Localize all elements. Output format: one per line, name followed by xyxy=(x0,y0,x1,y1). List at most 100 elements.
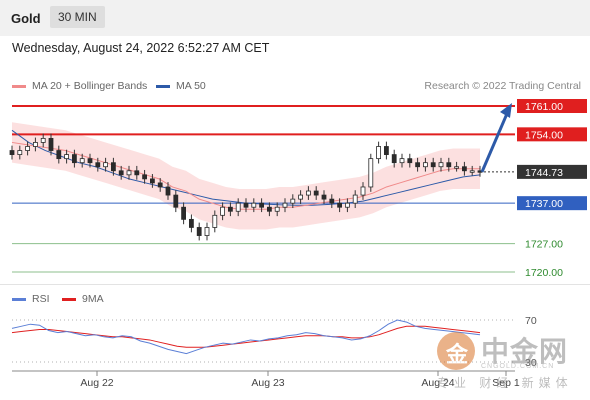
candle-body xyxy=(196,227,202,236)
candle-body xyxy=(290,198,296,204)
candle-body xyxy=(149,178,155,184)
x-tick-label-3: Sep 1 xyxy=(492,377,520,389)
candle-body xyxy=(33,142,38,147)
candle-body xyxy=(40,137,46,143)
candle-body xyxy=(376,146,382,160)
candle-body xyxy=(25,146,31,151)
legend-bollinger-swatch xyxy=(12,84,26,88)
research-credit: Research © 2022 Trading Central xyxy=(424,80,581,92)
legend-9ma-label: 9MA xyxy=(82,293,104,305)
candle-body xyxy=(383,146,389,155)
level-label-5: 1720.00 xyxy=(525,267,563,279)
rsi-scale-label-70: 70 xyxy=(525,315,537,327)
watermark-logo-icon: 金 xyxy=(437,332,475,370)
x-tick-label-1: Aug 23 xyxy=(251,377,284,389)
candle-body xyxy=(173,194,179,208)
x-tick-label-0: Aug 22 xyxy=(80,377,113,389)
panel-separator xyxy=(0,284,590,285)
forecast-arrow-shaft xyxy=(480,108,511,173)
candle-body xyxy=(368,158,374,188)
candle-body xyxy=(446,162,452,168)
rsi-line xyxy=(11,319,481,355)
candle-body xyxy=(220,206,226,216)
candle-body xyxy=(227,206,233,212)
legend-ma50-swatch xyxy=(156,84,170,88)
candle-body xyxy=(298,194,304,200)
candle-body xyxy=(430,162,436,168)
candle-body xyxy=(72,154,77,164)
candle-body xyxy=(111,162,116,172)
legend-bollinger-label: MA 20 + Bollinger Bands xyxy=(32,80,148,92)
candle-body xyxy=(243,202,249,208)
candle-body xyxy=(204,227,210,236)
candle-body xyxy=(329,198,335,204)
level-label-1: 1754.00 xyxy=(525,129,563,141)
level-tag-1 xyxy=(517,127,587,142)
candle-body xyxy=(305,190,311,196)
candle-body xyxy=(399,158,405,164)
candle-body xyxy=(48,137,54,151)
candle-body xyxy=(64,154,69,160)
candle-body xyxy=(126,170,132,176)
candle-body xyxy=(181,206,187,220)
rsi-9ma-line xyxy=(11,325,481,348)
candle-body xyxy=(157,182,163,188)
candle-body xyxy=(259,202,265,208)
candle-body xyxy=(56,150,62,160)
bollinger-band-area xyxy=(12,122,480,230)
candle-body xyxy=(134,170,140,176)
legend-9ma-swatch xyxy=(62,297,76,301)
watermark-subtitle: 专业 财经 新媒体 xyxy=(437,376,573,390)
candle-body xyxy=(422,162,428,168)
candle-body xyxy=(266,206,272,212)
candle-body xyxy=(9,150,15,155)
level-label-0: 1761.00 xyxy=(525,101,563,113)
level-tag-0 xyxy=(517,99,587,113)
candle-body xyxy=(352,194,358,204)
forecast-arrow-head xyxy=(500,103,512,118)
level-label-4: 1727.00 xyxy=(525,239,563,251)
candle-body xyxy=(212,214,218,228)
datetime-label: Wednesday, August 24, 2022 6:52:27 AM CE… xyxy=(12,41,270,55)
candle-body xyxy=(274,206,280,212)
candle-body xyxy=(87,158,93,164)
candle-body xyxy=(79,158,85,164)
candle-body xyxy=(454,166,460,169)
candle-body xyxy=(321,194,327,200)
instrument-title: Gold xyxy=(11,11,41,26)
legend-bollinger: MA 20 + Bollinger Bands xyxy=(12,80,147,92)
legend-rsi-swatch xyxy=(12,297,26,301)
level-label-2: 1744.73 xyxy=(525,167,563,179)
watermark: 金 中金网 CNGOLD.COM.CN 专业 财经 新媒体 xyxy=(437,330,587,390)
legend-9ma: 9MA xyxy=(62,293,104,305)
candle-body xyxy=(103,162,108,168)
candle-body xyxy=(142,174,148,180)
watermark-url: CNGOLD.COM.CN xyxy=(481,363,555,370)
interval-button[interactable]: 30 MIN xyxy=(50,6,105,28)
candle-body xyxy=(438,162,444,168)
x-tick-label-2: Aug 24 xyxy=(421,377,454,389)
candle-body xyxy=(313,190,319,196)
legend-rsi-label: RSI xyxy=(32,293,50,305)
candle-body xyxy=(344,202,350,208)
rsi-scale-label-30: 30 xyxy=(525,357,537,369)
candle-body xyxy=(337,202,343,208)
legend-rsi: RSI xyxy=(12,293,50,305)
candle-body xyxy=(235,202,241,212)
candle-body xyxy=(391,154,397,164)
candle-body xyxy=(95,162,101,168)
level-label-3: 1737.00 xyxy=(525,198,563,210)
candle-body xyxy=(17,150,23,155)
legend-ma50-label: MA 50 xyxy=(176,80,206,92)
candle-body xyxy=(461,166,467,172)
candle-body xyxy=(282,202,288,208)
candle-body xyxy=(165,186,171,196)
level-tag-3 xyxy=(517,196,587,211)
candle-body xyxy=(415,162,421,168)
watermark-title: 中金网 xyxy=(481,336,569,367)
candle-body xyxy=(469,170,475,173)
candle-body xyxy=(360,186,366,196)
candle-body xyxy=(407,158,413,164)
level-tag-2 xyxy=(517,164,587,179)
